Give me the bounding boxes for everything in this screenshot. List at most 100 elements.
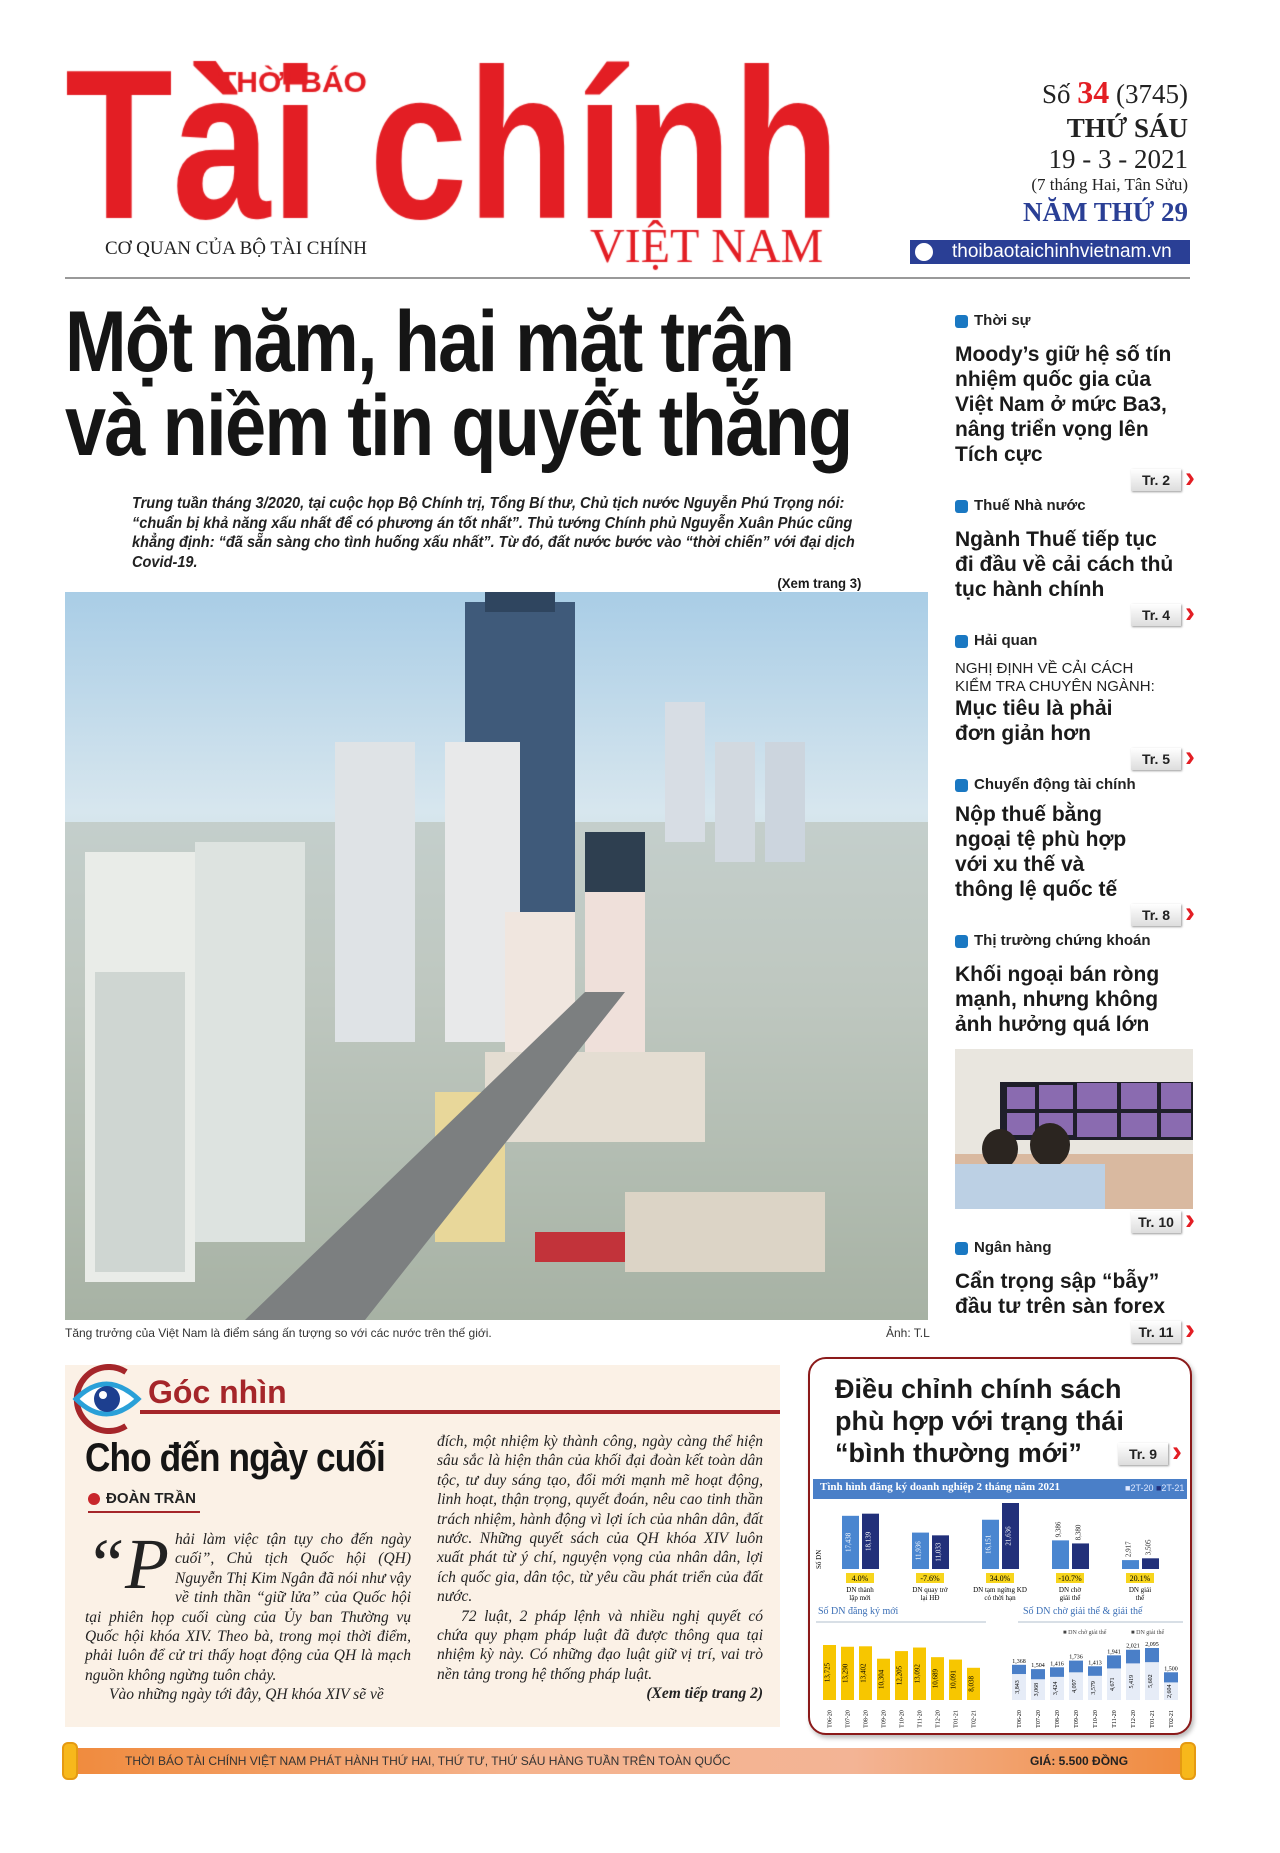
- page-ref-tr11[interactable]: Tr. 11: [1131, 1313, 1195, 1347]
- bar-value-label: 10,304: [878, 1669, 886, 1689]
- bar-dissolved: [1145, 1648, 1159, 1663]
- sidebar-item-thue[interactable]: Thuế Nhà nước Ngành Thuế tiếp tục đi đầu…: [955, 497, 1195, 630]
- section-name: Ngân hàng: [974, 1239, 1052, 1256]
- change-label: 34.0%: [990, 1574, 1011, 1583]
- change-badge: [846, 1573, 874, 1583]
- bar-awaiting-dissolution: [1126, 1663, 1140, 1700]
- bar-value-label: 2,604: [1167, 1684, 1173, 1698]
- category-label-line: có thời hạn: [984, 1594, 1016, 1602]
- section-bullet-icon: [955, 934, 968, 948]
- x-tick-label: T01-21: [954, 1710, 960, 1728]
- category-label-line: DN tạm ngừng KD: [973, 1586, 1027, 1594]
- bar-value-label: 11,033: [935, 1542, 943, 1561]
- bar-awaiting-dissolution: [1069, 1672, 1083, 1700]
- issue-info: Số 34 (3745) THỨ SÁU 19 - 3 - 2021 (7 th…: [1023, 74, 1188, 228]
- bar-2T-20: [982, 1519, 999, 1569]
- page-ref-tr10[interactable]: Tr. 10: [1131, 1203, 1195, 1237]
- bar-awaiting-dissolution: [1088, 1675, 1102, 1700]
- bar-value-label: 2,917: [1125, 1541, 1133, 1557]
- change-label: -10.7%: [1058, 1574, 1082, 1583]
- bar-value-label: 18,139: [865, 1531, 873, 1551]
- date: 19 - 3 - 2021: [1048, 144, 1188, 174]
- x-tick-label: T09-20: [1074, 1710, 1080, 1728]
- sidebar-item-chuyen-dong[interactable]: Chuyển động tài chính Nộp thuế bằng ngoạ…: [955, 776, 1195, 930]
- photo-caption: Tăng trưởng của Việt Nam là điểm sáng ấn…: [65, 1326, 492, 1340]
- bar-awaiting-dissolution: [1107, 1668, 1121, 1700]
- sidebar-item-hai-quan[interactable]: Hải quan NGHỊ ĐỊNH VỀ CẢI CÁCH KIỂM TRA …: [955, 632, 1195, 774]
- page-ref-tr2[interactable]: Tr. 2: [1131, 461, 1195, 495]
- title-line: Điều chỉnh chính sách: [835, 1374, 1122, 1404]
- page-ref-tr5[interactable]: Tr. 5: [1131, 740, 1195, 774]
- see-more-link[interactable]: (Xem trang 3): [777, 575, 862, 591]
- bar-value-label: 10,091: [950, 1670, 958, 1690]
- category-label-line: DN giải: [1129, 1586, 1151, 1594]
- category-label: DN tạm ngừng KD có thời hạn: [973, 1586, 1027, 1602]
- paragraph: đích, một nhiệm kỳ thành công, ngày càng…: [437, 1433, 763, 1606]
- bar-new-enterprises: [841, 1646, 854, 1700]
- bar-value-label: 1,416: [1050, 1661, 1064, 1667]
- lead-lede-block: Trung tuần tháng 3/2020, tại cuộc họp Bộ…: [132, 494, 861, 592]
- legend-2t20: 2T-20: [1130, 1483, 1154, 1493]
- page-ref-tr4[interactable]: Tr. 4: [1131, 596, 1195, 630]
- website-link[interactable]: thoibaotaichinhvietnam.vn: [910, 240, 1190, 264]
- lead-photo: [65, 592, 928, 1320]
- bar-new-enterprises: [877, 1658, 890, 1700]
- footer-bar: [65, 1748, 1190, 1774]
- bar-2T-21: [1142, 1558, 1159, 1569]
- category-label: DN thành lập mới: [846, 1586, 874, 1602]
- x-tick-label: T02-21: [972, 1710, 978, 1728]
- stock-market-photo: [955, 1049, 1193, 1209]
- eye-icon: [66, 1364, 146, 1439]
- bar-value-label: 9,386: [1055, 1521, 1063, 1537]
- bar-value-label: 8,380: [1075, 1524, 1083, 1540]
- opinion-headline[interactable]: Cho đến ngày cuối: [85, 1436, 386, 1480]
- headline-line-1: Một năm, hai mặt trận: [65, 294, 795, 390]
- bar-new-enterprises: [913, 1647, 926, 1700]
- x-tick-label: T07-20: [1036, 1710, 1042, 1728]
- price: GIÁ: 5.500 ĐỒNG: [1030, 1754, 1129, 1768]
- sidebar-item-ngan-hang[interactable]: Ngân hàng Cẩn trọng sập “bẫy” đầu tư trê…: [955, 1239, 1195, 1347]
- section-name: Chuyển động tài chính: [974, 776, 1136, 793]
- continued-link[interactable]: (Xem tiếp trang 2): [646, 1685, 763, 1703]
- page-ref-tr8[interactable]: Tr. 8: [1131, 896, 1195, 930]
- bar-dissolved: [1126, 1649, 1140, 1664]
- sidebar-item-thoi-su[interactable]: Thời sự Moody’s giữ hệ số tín nhiệm quốc…: [955, 312, 1195, 495]
- chart-subtitle: Số DN chờ giải thể & giải thể: [1023, 1606, 1143, 1617]
- feature-headline[interactable]: Điều chỉnh chính sách phù hợp với trạng t…: [835, 1373, 1124, 1469]
- issue-prefix: Số: [1041, 79, 1071, 109]
- section-name: Thị trường chứng khoán: [974, 932, 1151, 949]
- opinion-section-title: Góc nhìn: [148, 1374, 287, 1410]
- masthead-logo: [55, 35, 855, 275]
- section-label: Ngân hàng: [955, 1239, 1193, 1257]
- page-ref-tr9[interactable]: Tr. 9: [1118, 1435, 1182, 1469]
- bar-value-label: 1,500: [1164, 1666, 1178, 1672]
- sidebar-item-chung-khoan[interactable]: Thị trường chứng khoán Khối ngoại bán rò…: [955, 932, 1195, 1237]
- section-name: Hải quan: [974, 632, 1038, 649]
- issue-number: Số 34 (3745): [1023, 74, 1188, 111]
- bar-value-label: 12,205: [896, 1665, 904, 1685]
- bar-value-label: 8,038: [968, 1676, 976, 1692]
- footer-text: THỜI BÁO TÀI CHÍNH VIỆT NAM PHÁT HÀNH TH…: [125, 1754, 731, 1768]
- bar-awaiting-dissolution: [1012, 1674, 1026, 1700]
- sidebar-headline: Moody’s giữ hệ số tín nhiệm quốc gia của…: [955, 343, 1172, 466]
- section-bullet-icon: [955, 314, 968, 328]
- chart-legend: ■2T-20 ■2T-21: [1125, 1483, 1185, 1493]
- section-bullet-icon: [955, 778, 968, 792]
- category-label: DN giải thể: [1129, 1586, 1151, 1602]
- y-axis-label: Số DN: [815, 1550, 823, 1569]
- opinion-column-1: “P hải làm việc tận tụy cho đến ngày cuố…: [85, 1528, 411, 1705]
- bar-dissolved: [1031, 1669, 1045, 1680]
- lead-lede: Trung tuần tháng 3/2020, tại cuộc họp Bộ…: [132, 495, 855, 571]
- chart-title: Tình hình đăng ký doanh nghiệp 2 tháng n…: [820, 1481, 1060, 1493]
- lead-headline[interactable]: Một năm, hai mặt trận và niềm tin quyết t…: [65, 294, 853, 469]
- bar-value-label: 4,097: [1072, 1679, 1078, 1693]
- category-label: DN chờ giải thể: [1059, 1586, 1081, 1602]
- bar-2T-20: [912, 1532, 929, 1569]
- category-label-line: giải thể: [1060, 1594, 1082, 1602]
- x-tick-label: T08-20: [864, 1710, 870, 1728]
- bar-2T-21: [932, 1535, 949, 1569]
- bar-2T-21: [862, 1513, 879, 1569]
- legend-item: ■ DN chờ giải thể: [1063, 1629, 1107, 1636]
- bar-new-enterprises: [967, 1667, 980, 1700]
- bar-value-label: 1,413: [1088, 1660, 1102, 1666]
